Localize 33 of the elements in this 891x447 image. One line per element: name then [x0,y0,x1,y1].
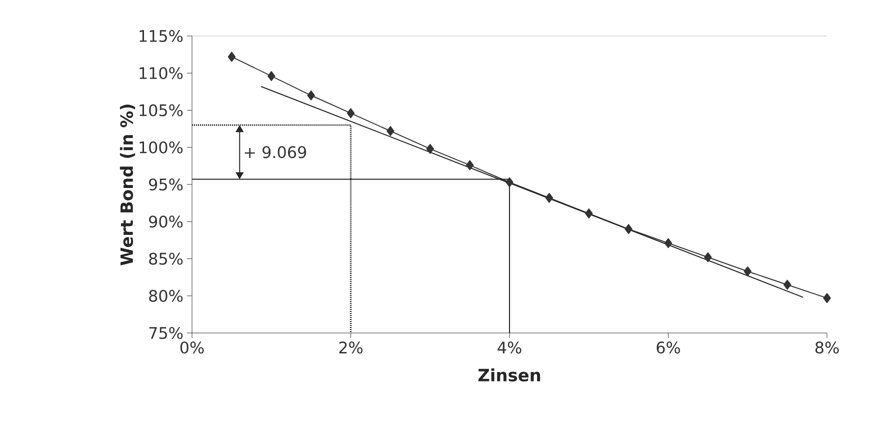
point [744,266,752,276]
point [545,192,554,203]
y-tick-label: 100% [140,141,183,154]
x-axis-title: Zinsen [478,368,540,382]
point [307,90,315,100]
x-tick-label: 6% [656,342,680,354]
point [268,71,276,82]
point [506,177,514,188]
y-tick-label: 110% [140,67,183,80]
point [426,144,434,154]
y-tick-label: 105% [140,104,183,116]
point [624,224,632,234]
point [585,208,593,218]
y-tick-label: 80% [149,290,183,302]
y-tick-label: 95% [149,178,183,191]
point [783,280,792,290]
point [386,126,394,136]
point [228,52,236,62]
x-tick-label: 4% [498,342,522,354]
y-tick-label: 75% [149,326,183,340]
point [466,160,474,170]
annotation: + 9.069 [244,146,306,158]
y-tick-label: 90% [149,216,183,228]
x-tick-label: 8% [815,342,839,354]
point [664,238,672,248]
y-tick-label: 85% [149,252,183,265]
x-tick-label: 2% [339,342,363,354]
point [704,252,712,262]
x-tick-label: 0% [180,342,204,354]
y-axis-title: Wert Bond (in %) [120,104,136,266]
point [346,108,355,118]
point [823,293,831,304]
y-tick-label: 115% [140,30,183,42]
